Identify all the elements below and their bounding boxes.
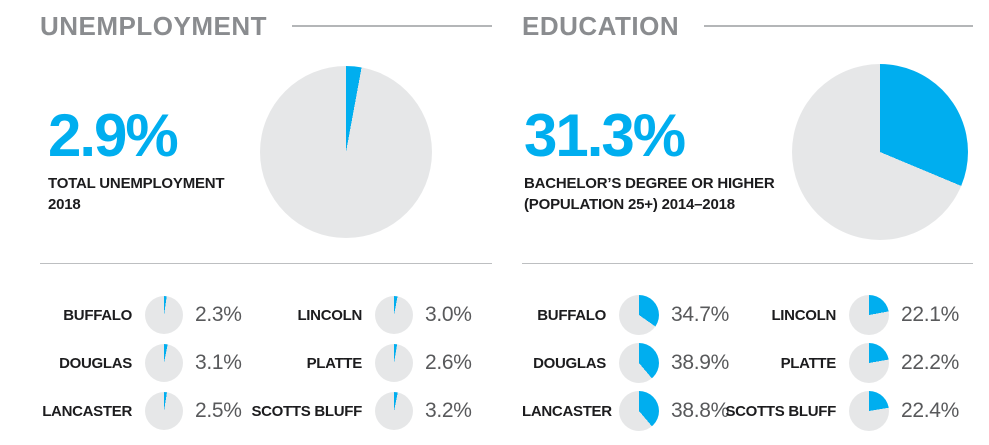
county-pie-chart (375, 296, 413, 334)
county-pie-chart (619, 343, 659, 383)
county-label: SCOTTS BLUFF (251, 402, 362, 420)
section-divider (522, 263, 973, 264)
unemployment-headline-stat: 2.9% TOTAL UNEMPLOYMENT 2018 (48, 102, 225, 215)
stat-label-line1: BACHELOR’S DEGREE OR HIGHER (524, 175, 775, 192)
county-row: PLATTE 2.6% (238, 339, 472, 387)
county-value: 2.6% (425, 351, 472, 374)
stat-label-line2: (POPULATION 25+) 2014–2018 (524, 196, 735, 213)
county-row: LINCOLN 3.0% (238, 291, 472, 339)
county-row: LINCOLN 22.1% (716, 291, 959, 339)
county-row: LANCASTER 2.5% (40, 387, 242, 435)
county-pie-chart (145, 344, 183, 382)
stat-label-line2: 2018 (48, 196, 81, 213)
education-section: EDUCATION 31.3% BACHELOR’S DEGREE OR HIG… (522, 12, 973, 437)
section-divider (40, 263, 492, 264)
unemployment-header: UNEMPLOYMENT (40, 12, 492, 40)
county-pie-chart (619, 295, 659, 335)
county-label: SCOTTS BLUFF (725, 402, 836, 420)
education-headline-stat: 31.3% BACHELOR’S DEGREE OR HIGHER (POPUL… (524, 102, 775, 215)
county-pie-chart (145, 392, 183, 430)
county-label: LANCASTER (522, 402, 612, 420)
county-pie-chart (849, 295, 889, 335)
county-row: BUFFALO 2.3% (40, 291, 242, 339)
county-value: 2.3% (195, 303, 242, 326)
county-pie-chart (145, 296, 183, 334)
county-row: BUFFALO 34.7% (522, 291, 729, 339)
county-label: BUFFALO (537, 306, 606, 324)
county-row: LANCASTER 38.8% (522, 387, 729, 435)
county-column: BUFFALO 34.7% DOUGLAS 38.9% LANCASTER 38… (522, 291, 729, 435)
county-value: 2.5% (195, 399, 242, 422)
county-value: 38.9% (671, 351, 730, 374)
county-value: 3.0% (425, 303, 472, 326)
county-value: 22.1% (901, 303, 960, 326)
county-label: LINCOLN (297, 306, 362, 324)
county-pie-chart (849, 343, 889, 383)
section-title: UNEMPLOYMENT (40, 11, 267, 41)
county-row: DOUGLAS 3.1% (40, 339, 242, 387)
county-column: LINCOLN 3.0% PLATTE 2.6% SCOTTS BLUFF 3.… (238, 291, 472, 435)
county-column: BUFFALO 2.3% DOUGLAS 3.1% LANCASTER 2.5% (40, 291, 242, 435)
county-pie-chart (375, 344, 413, 382)
unemployment-section: UNEMPLOYMENT 2.9% TOTAL UNEMPLOYMENT 201… (40, 12, 492, 437)
county-value: 3.1% (195, 351, 242, 374)
county-label: BUFFALO (63, 306, 132, 324)
education-pie-chart (792, 64, 968, 240)
county-column: LINCOLN 22.1% PLATTE 22.2% SCOTTS BLUFF … (716, 291, 959, 435)
county-row: PLATTE 22.2% (716, 339, 959, 387)
county-pie-chart (849, 391, 889, 431)
county-label: DOUGLAS (533, 354, 606, 372)
county-row: SCOTTS BLUFF 22.4% (716, 387, 959, 435)
county-label: PLATTE (306, 354, 363, 372)
stat-value: 31.3% (524, 102, 686, 169)
county-label: LANCASTER (42, 402, 132, 420)
education-header: EDUCATION (522, 12, 973, 40)
county-row: DOUGLAS 38.9% (522, 339, 729, 387)
header-rule (292, 25, 492, 27)
section-title: EDUCATION (522, 11, 680, 41)
header-rule (704, 25, 973, 27)
county-label: PLATTE (780, 354, 837, 372)
county-label: DOUGLAS (59, 354, 132, 372)
county-value: 34.7% (671, 303, 730, 326)
county-pie-chart (619, 391, 659, 431)
county-value: 38.8% (671, 399, 730, 422)
county-value: 22.2% (901, 351, 960, 374)
county-pie-chart (375, 392, 413, 430)
county-value: 22.4% (901, 399, 960, 422)
county-value: 3.2% (425, 399, 472, 422)
stat-label-line1: TOTAL UNEMPLOYMENT (48, 175, 225, 192)
county-row: SCOTTS BLUFF 3.2% (238, 387, 472, 435)
county-label: LINCOLN (771, 306, 836, 324)
unemployment-pie-chart (260, 66, 432, 238)
stat-value: 2.9% (48, 102, 179, 169)
